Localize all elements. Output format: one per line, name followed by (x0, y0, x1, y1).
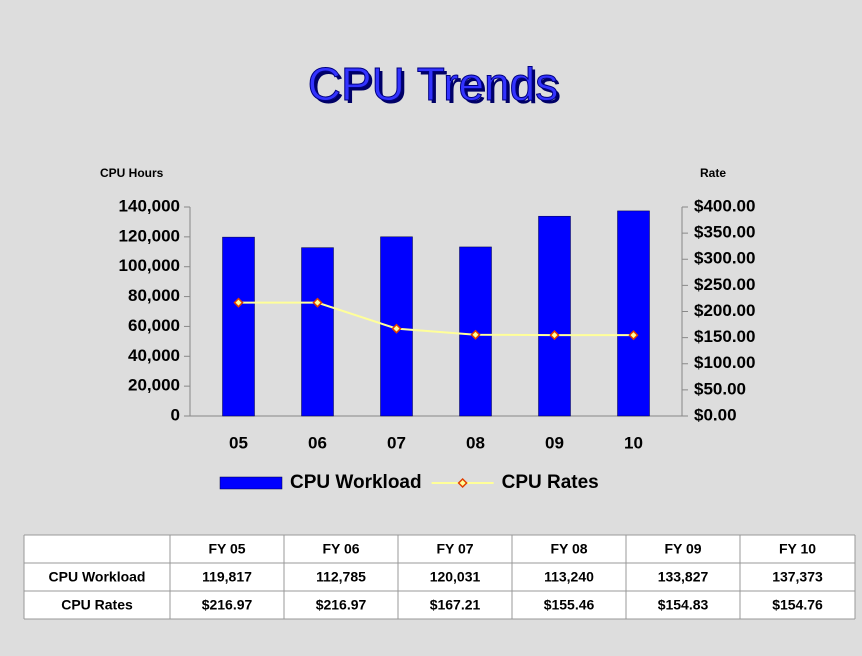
table-cell: 137,373 (772, 569, 823, 585)
table-cell: 120,031 (430, 569, 481, 585)
y-tick-label: 0 (171, 405, 180, 424)
y2-axis-title: Rate (700, 166, 726, 180)
row-label: CPU Workload (49, 569, 146, 585)
table-header: FY 08 (550, 541, 587, 557)
y-tick-label: 80,000 (128, 286, 180, 305)
bar (222, 236, 255, 417)
table-cell: $155.46 (544, 597, 595, 613)
table-cell: 119,817 (202, 569, 252, 585)
table-cell: 112,785 (316, 569, 366, 585)
x-tick-label: 07 (387, 433, 406, 452)
y-tick-label: 140,000 (119, 196, 180, 215)
marker (549, 330, 560, 341)
y2-tick-label: $150.00 (694, 327, 755, 346)
marker (391, 323, 402, 334)
legend-label: CPU Workload (290, 472, 422, 493)
table-cell: $216.97 (316, 597, 367, 613)
table-header: FY 06 (322, 541, 359, 557)
table-cell: $154.83 (658, 597, 709, 613)
y2-tick-label: $350.00 (694, 223, 755, 242)
row-label: CPU Rates (61, 597, 133, 613)
table-cell: $154.76 (772, 597, 823, 613)
bar (617, 210, 650, 417)
y2-tick-label: $100.00 (694, 353, 755, 372)
marker (628, 330, 639, 341)
line (238, 301, 634, 337)
y-tick-label: 40,000 (128, 346, 180, 365)
y2-tick-label: $0.00 (694, 405, 737, 424)
table-bg (24, 535, 855, 619)
title-shadow: CPU Trends (311, 61, 562, 113)
y-axis-title: CPU Hours (100, 166, 164, 180)
marker (312, 297, 323, 308)
y-tick-label: 20,000 (128, 376, 180, 395)
table-cell: 113,240 (544, 569, 594, 585)
table-header: FY 09 (664, 541, 701, 557)
marker (470, 329, 481, 340)
chart-title: CPU Trends (308, 58, 559, 110)
table-header: FY 05 (208, 541, 245, 557)
table-cell: $216.97 (202, 597, 253, 613)
x-tick-label: 10 (624, 433, 643, 452)
x-tick-label: 08 (466, 433, 485, 452)
bar (538, 215, 571, 417)
legend-marker (457, 477, 468, 489)
x-tick-label: 05 (229, 433, 248, 452)
x-tick-label: 06 (308, 433, 327, 452)
y-tick-label: 60,000 (128, 316, 180, 335)
legend-label: CPU Rates (502, 472, 599, 493)
y2-tick-label: $400.00 (694, 196, 755, 215)
y2-tick-label: $300.00 (694, 249, 755, 268)
legend-swatch (219, 476, 283, 490)
table-header: FY 07 (436, 541, 473, 557)
y2-tick-label: $200.00 (694, 301, 755, 320)
y2-tick-label: $250.00 (694, 275, 755, 294)
x-tick-label: 09 (545, 433, 564, 452)
table-cell: 133,827 (658, 569, 709, 585)
table-cell: $167.21 (430, 597, 481, 613)
y2-tick-label: $50.00 (694, 379, 746, 398)
y-tick-label: 120,000 (119, 226, 180, 245)
table-header: FY 10 (779, 541, 816, 557)
marker (233, 297, 244, 308)
y-tick-label: 100,000 (119, 256, 180, 275)
bar (301, 247, 334, 417)
